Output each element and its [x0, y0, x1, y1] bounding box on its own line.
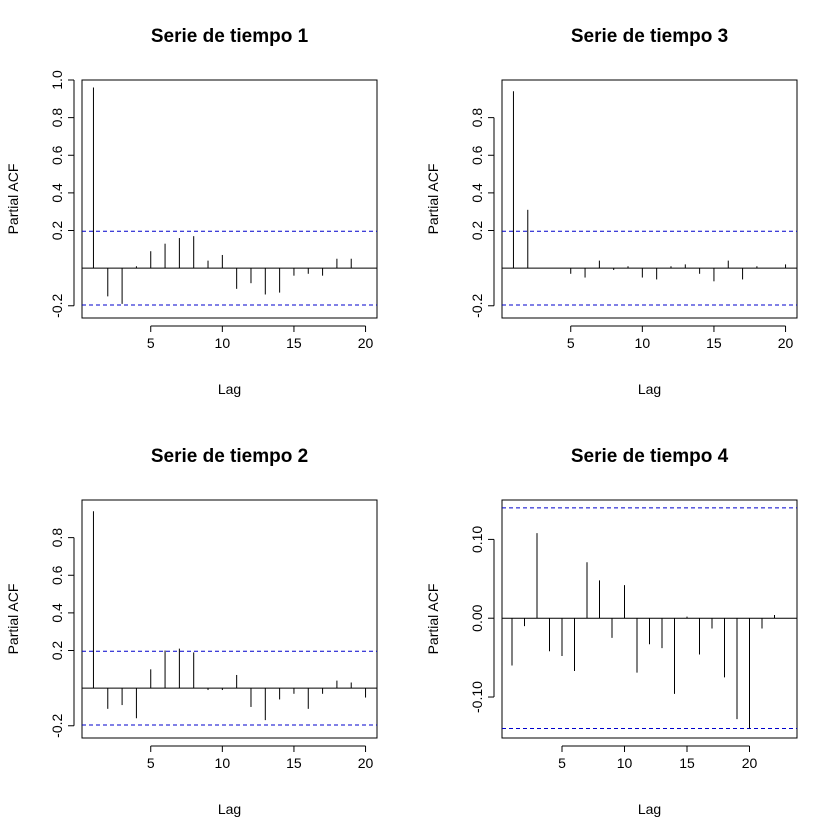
- x-axis-label: Lag: [218, 801, 241, 817]
- plot-frame: [501, 79, 798, 319]
- x-tick-label: 20: [358, 335, 374, 351]
- y-tick-label: 0.8: [49, 528, 65, 548]
- y-tick-label: -0.2: [49, 713, 65, 737]
- y-tick-label: 0.6: [49, 565, 65, 585]
- y-tick-label: 0.8: [469, 108, 485, 128]
- x-tick-label: 10: [635, 335, 651, 351]
- x-axis-label: Lag: [638, 801, 661, 817]
- x-tick-label: 20: [358, 755, 374, 771]
- chart-title: Serie de tiempo 2: [151, 446, 308, 467]
- plot-frame: [81, 499, 378, 739]
- pacf-panel: Serie de tiempo 2 5 10 15 20 -0.2 0.2 0.4 0.6 0.8…: [5, 446, 378, 817]
- x-tick-label: 20: [778, 335, 794, 351]
- y-tick-label: -0.2: [469, 293, 485, 317]
- y-axis-label: Partial ACF: [5, 164, 21, 235]
- x-tick-label: 15: [286, 335, 302, 351]
- y-tick-label: 0.6: [469, 145, 485, 165]
- y-tick-label: 0.2: [49, 221, 65, 241]
- x-tick-label: 5: [147, 335, 155, 351]
- x-tick-label: 15: [679, 755, 695, 771]
- y-tick-label: 0.10: [469, 526, 485, 553]
- x-tick-label: 10: [215, 755, 231, 771]
- pacf-panel: Serie de tiempo 4 5 10 15 20 -0.10 0.00 0.10 Lag…: [425, 446, 798, 817]
- y-tick-label: 0.4: [469, 183, 485, 203]
- y-tick-label: 0.2: [469, 221, 485, 241]
- x-tick-label: 5: [147, 755, 155, 771]
- x-tick-label: 20: [742, 755, 758, 771]
- y-tick-label: 0.00: [469, 604, 485, 631]
- x-axis-label: Lag: [638, 381, 661, 397]
- y-axis-label: Partial ACF: [425, 584, 441, 655]
- y-tick-label: 0.4: [49, 183, 65, 203]
- y-tick-label: 0.4: [49, 603, 65, 623]
- y-tick-label: 0.2: [49, 641, 65, 661]
- pacf-panel: Serie de tiempo 1 5 10 15 20 -0.2 0.2 0.4 0.6 0.8…: [5, 26, 378, 397]
- y-tick-label: 0.6: [49, 145, 65, 165]
- chart-title: Serie de tiempo 4: [571, 446, 729, 467]
- plot-frame: [81, 79, 378, 319]
- x-tick-label: 10: [617, 755, 633, 771]
- y-tick-label: -0.2: [49, 293, 65, 317]
- pacf-panel: Serie de tiempo 3 5 10 15 20 -0.2 0.2 0.4 0.6 0.8…: [425, 26, 798, 397]
- plot-frame: [501, 499, 798, 739]
- x-tick-label: 5: [567, 335, 575, 351]
- chart-title: Serie de tiempo 3: [571, 26, 728, 47]
- x-tick-label: 15: [706, 335, 722, 351]
- x-tick-label: 10: [215, 335, 231, 351]
- x-tick-label: 15: [286, 755, 302, 771]
- x-axis-label: Lag: [218, 381, 241, 397]
- y-axis-label: Partial ACF: [425, 164, 441, 235]
- y-tick-label: -0.10: [469, 681, 485, 713]
- y-tick-label: 0.8: [49, 108, 65, 128]
- chart-title: Serie de tiempo 1: [151, 26, 309, 47]
- y-axis-label: Partial ACF: [5, 584, 21, 655]
- x-tick-label: 5: [558, 755, 566, 771]
- y-tick-label: 1.0: [49, 70, 65, 90]
